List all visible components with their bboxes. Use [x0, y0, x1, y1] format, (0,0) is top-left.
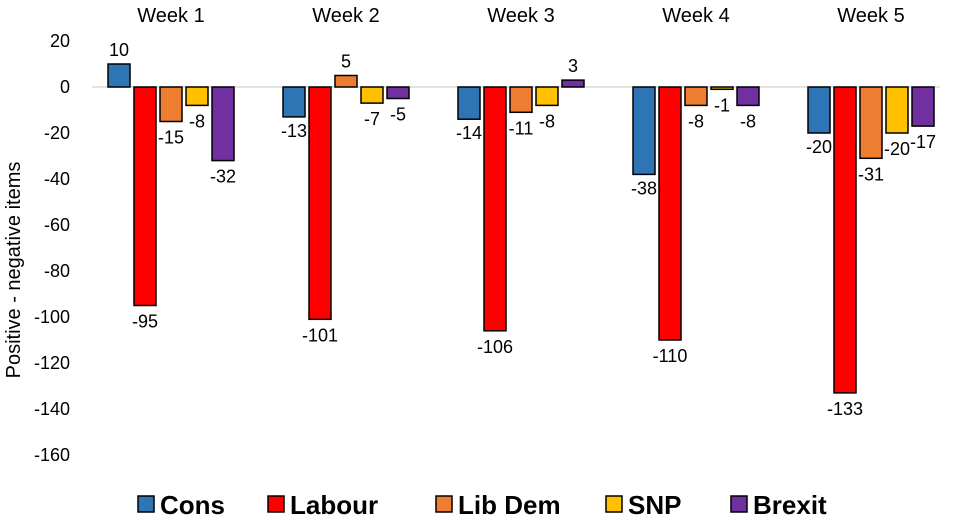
bar-cons — [807, 86, 831, 134]
data-label: 5 — [341, 52, 351, 72]
bar-cons — [457, 86, 481, 120]
data-labels: 10-13 -14-38-20-95-101-106 -110-133-155-11… — [109, 40, 936, 419]
data-label: -20 — [884, 139, 910, 159]
bar-lib-dem — [509, 86, 533, 114]
bar-brexit — [736, 86, 760, 107]
data-label: 3 — [568, 56, 578, 76]
data-label: -20 — [806, 137, 832, 157]
legend-swatch — [435, 495, 453, 513]
data-label: -8 — [539, 111, 555, 131]
data-label: -17 — [910, 132, 936, 152]
legend-swatch — [605, 495, 623, 513]
bar-cons — [282, 86, 306, 118]
bar-labour — [833, 86, 857, 394]
y-axis-label: Positive - negative items — [3, 162, 25, 379]
y-tick-label: -160 — [34, 445, 70, 465]
data-label: -95 — [132, 312, 158, 332]
bar-cons — [632, 86, 656, 176]
bar-snp — [710, 86, 734, 91]
bar-snp — [535, 86, 559, 107]
data-label: -11 — [509, 118, 534, 138]
legend-swatch — [137, 495, 155, 513]
data-label: -31 — [858, 164, 884, 184]
bar-lib-dem — [334, 74, 358, 88]
legend-label: Labour — [290, 490, 378, 520]
bars — [107, 63, 935, 394]
bar-labour — [133, 86, 157, 307]
bar-cons — [107, 63, 131, 88]
category-labels: Week 1 Week 2 Week 3 Week 4 Week 5 — [137, 5, 904, 27]
legend-label: Cons — [160, 490, 225, 520]
y-tick-label: -120 — [34, 353, 70, 373]
y-tick-label: -40 — [44, 169, 70, 189]
bar-snp — [185, 86, 209, 107]
bar-labour — [483, 86, 507, 332]
legend: Cons Labour Lib Dem SNP Brexit — [137, 490, 827, 520]
data-label: -5 — [390, 105, 406, 125]
data-label: -15 — [158, 128, 184, 148]
legend-label: SNP — [628, 490, 681, 520]
data-label: -38 — [631, 178, 657, 198]
legend-label: Brexit — [753, 490, 827, 520]
bar-labour — [308, 86, 332, 321]
data-label: -13 — [281, 121, 307, 141]
legend-swatch — [730, 495, 748, 513]
y-tick-label: 20 — [50, 31, 70, 51]
bar-lib-dem — [859, 86, 883, 160]
data-label: 10 — [109, 40, 129, 60]
legend-swatch — [267, 495, 285, 513]
data-label: -106 — [477, 337, 513, 357]
category-label: Week 1 — [137, 5, 204, 27]
category-label: Week 5 — [837, 5, 904, 27]
y-tick-label: -140 — [34, 399, 70, 419]
bar-lib-dem — [684, 86, 708, 107]
data-label: -14 — [456, 123, 482, 143]
data-label: -110 — [653, 346, 688, 366]
bar-brexit — [911, 86, 935, 127]
bar-snp — [360, 86, 384, 104]
data-label: -133 — [827, 399, 863, 419]
data-label: -7 — [364, 109, 380, 129]
y-tick-label: -80 — [44, 261, 70, 281]
data-label: -8 — [189, 111, 205, 131]
bar-snp — [885, 86, 909, 134]
data-label: -8 — [740, 111, 756, 131]
bar-brexit — [211, 86, 235, 162]
y-tick-label: -100 — [34, 307, 70, 327]
bar-lib-dem — [159, 86, 183, 123]
y-tick-label: -20 — [44, 123, 70, 143]
legend-label: Lib Dem — [458, 490, 561, 520]
data-label: -8 — [688, 111, 704, 131]
data-label: -1 — [714, 95, 730, 115]
bar-brexit — [386, 86, 410, 100]
category-label: Week 2 — [312, 5, 379, 27]
y-axis-ticks: 20 0 -20 -40 -60 -80 -100 -120 -140 -160 — [34, 31, 70, 465]
y-tick-label: -60 — [44, 215, 70, 235]
data-label: -32 — [210, 167, 236, 187]
data-label: -101 — [302, 325, 338, 345]
bar-brexit — [561, 79, 585, 88]
category-label: Week 3 — [487, 5, 554, 27]
bar-labour — [658, 86, 682, 341]
y-tick-label: 0 — [60, 77, 70, 97]
category-label: Week 4 — [662, 5, 729, 27]
